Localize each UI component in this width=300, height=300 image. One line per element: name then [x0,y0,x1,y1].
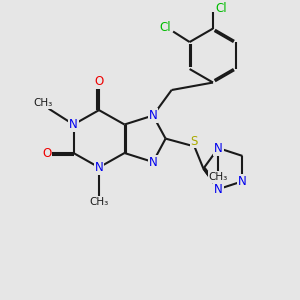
Text: CH₃: CH₃ [89,197,109,207]
Text: CH₃: CH₃ [209,172,228,182]
Text: N: N [238,175,247,188]
Text: Cl: Cl [159,21,170,34]
Text: N: N [214,142,223,154]
Text: N: N [94,161,103,174]
Text: O: O [42,146,51,160]
Text: O: O [94,75,103,88]
Text: S: S [191,134,198,148]
Text: Cl: Cl [216,2,227,15]
Text: N: N [148,155,158,169]
Text: CH₃: CH₃ [34,98,53,108]
Text: N: N [214,183,223,196]
Text: N: N [69,118,78,131]
Text: N: N [148,109,158,122]
